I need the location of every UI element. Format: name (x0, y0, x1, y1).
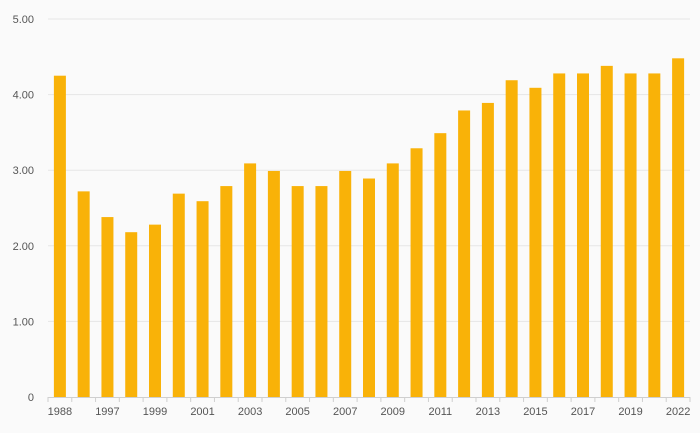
bar (624, 73, 637, 397)
y-tick-label: 4.00 (13, 90, 34, 102)
x-tick-label: 2005 (285, 406, 309, 418)
x-tick-label: 2011 (429, 406, 453, 418)
x-tick-label: 2007 (333, 406, 357, 418)
x-tick-label: 1988 (48, 406, 72, 418)
bar (244, 163, 257, 397)
bar (267, 170, 280, 397)
bar (600, 65, 613, 397)
bar (363, 178, 375, 397)
bar (172, 193, 185, 397)
bars (53, 58, 685, 398)
x-tick-label: 2001 (190, 406, 214, 418)
bar (53, 75, 66, 397)
bar (553, 73, 566, 397)
bar (529, 87, 542, 398)
x-tick-label: 1999 (143, 406, 167, 418)
x-tick-labels: 1988 1997 1999 2001 2003 2005 2007 2009 2011 2013… (48, 406, 691, 418)
bar (315, 186, 328, 397)
bar (196, 201, 209, 397)
bar (410, 148, 423, 397)
x-tick-label: 2022 (666, 406, 690, 418)
bar (505, 80, 518, 398)
y-tick-labels: 0 1.00 2.00 3.00 4.00 5.00 (13, 14, 34, 404)
y-tick-label: 1.00 (13, 316, 34, 328)
bar (339, 170, 352, 397)
x-axis (47, 397, 691, 402)
x-tick-label: 2003 (238, 406, 262, 418)
bar (220, 186, 233, 397)
bar (77, 191, 90, 397)
bar (648, 73, 661, 397)
x-tick-label: 2017 (571, 406, 595, 418)
y-tick-label: 2.00 (13, 241, 34, 253)
bar (434, 133, 447, 397)
bar (291, 186, 304, 397)
x-tick-label: 2015 (523, 406, 547, 418)
bar (481, 102, 494, 397)
bar (149, 224, 161, 397)
bar (125, 232, 138, 397)
x-tick-label: 1997 (95, 406, 119, 418)
bar (386, 163, 399, 397)
y-tick-label: 3.00 (13, 165, 34, 177)
bar (577, 73, 589, 397)
x-tick-label: 2009 (381, 406, 405, 418)
x-tick-label: 2019 (618, 406, 642, 418)
bar (458, 110, 471, 397)
y-tick-label: 5.00 (13, 14, 34, 26)
bar (672, 58, 685, 397)
y-tick-label: 0 (28, 392, 34, 404)
x-tick-label: 2013 (476, 406, 500, 418)
bar (101, 217, 114, 397)
